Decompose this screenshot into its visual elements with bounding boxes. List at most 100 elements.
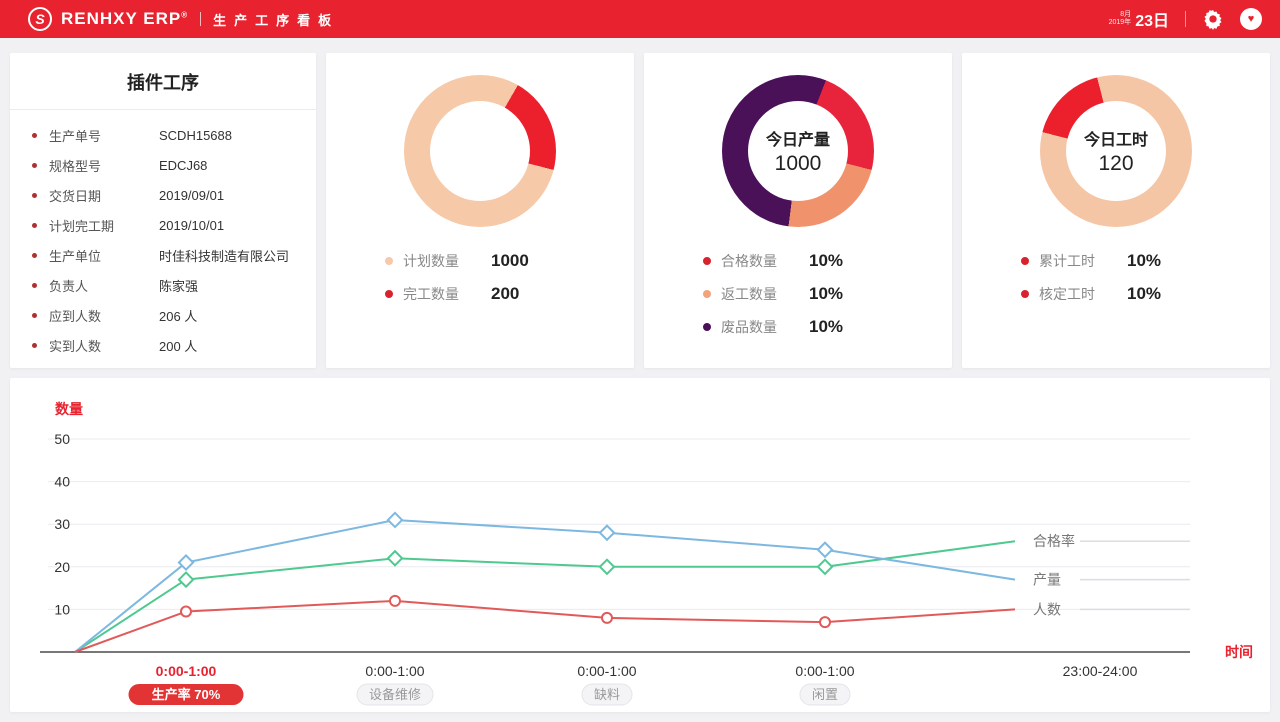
info-label: 负责人	[49, 278, 89, 294]
info-row: 交货日期 2019/09/01	[32, 180, 298, 210]
legend-label: 完工数量	[403, 286, 459, 302]
x-status-badge[interactable]	[128, 684, 244, 705]
bullet-icon	[32, 222, 37, 228]
page-title: 生产工序看板	[213, 12, 340, 28]
legend-label: 核定工时	[1039, 286, 1095, 302]
info-label: 生产单号	[49, 128, 102, 144]
date-day: 23日	[1135, 13, 1169, 30]
x-status-badge-label: 设备维修	[369, 687, 421, 702]
header-date: 8月 2019年 23日	[1109, 7, 1169, 31]
bullet-icon	[32, 192, 37, 198]
data-point-marker[interactable]	[819, 616, 831, 629]
donut-center-value: 120	[1098, 152, 1134, 175]
bullet-icon	[32, 132, 37, 138]
legend-row[interactable]: 合格数量 10%	[703, 251, 893, 271]
data-point-marker[interactable]	[180, 605, 192, 618]
x-status-badge[interactable]	[581, 683, 633, 706]
x-tick-label: 0:00-1:00	[577, 663, 636, 679]
data-point-marker[interactable]	[386, 511, 404, 529]
bullet-icon	[32, 282, 37, 288]
legend-value: 200	[491, 284, 520, 303]
user-avatar-icon[interactable]: ♥	[1240, 8, 1262, 30]
legend-value: 10%	[1127, 284, 1162, 303]
x-status-badge-label: 缺料	[594, 687, 620, 702]
bullet-icon	[32, 342, 37, 348]
data-point-marker[interactable]	[816, 541, 834, 559]
x-status-badge-label: 生产率 70%	[152, 687, 221, 702]
plan-vs-done-card: 计划数量 1000 完工数量 200	[326, 53, 634, 368]
legend-row[interactable]: 计划数量 1000	[385, 251, 575, 271]
series-end-label-合格率: 合格率	[1033, 533, 1075, 549]
info-value: 200 人	[159, 338, 198, 354]
info-label: 规格型号	[49, 158, 102, 174]
legend-value: 10%	[1127, 251, 1162, 270]
today-output-card: 今日产量 1000 合格数量 10% 返工数量 10% 废品数量 10%	[644, 53, 952, 368]
y-tick-label: 50	[54, 431, 70, 447]
legend-row[interactable]: 完工数量 200	[385, 284, 575, 304]
series-line-产量	[74, 518, 1016, 653]
legend-ring-icon	[703, 257, 711, 265]
app-header: S RENHXY ERP® 生产工序看板 8月 2019年 23日 ♥	[0, 0, 1280, 38]
data-point-marker[interactable]	[598, 524, 616, 542]
data-point-marker[interactable]	[816, 558, 834, 576]
settings-gear-icon[interactable]	[1202, 8, 1224, 30]
today-output-donut: 今日产量 1000	[722, 75, 874, 227]
data-point-marker[interactable]	[386, 549, 404, 567]
legend-label: 合格数量	[721, 253, 777, 269]
legend-ring-icon	[1021, 257, 1029, 265]
bullet-icon	[32, 162, 37, 168]
legend-row[interactable]: 废品数量 10%	[703, 317, 893, 337]
today-hours-card: 今日工时 120 累计工时 10% 核定工时 10%	[962, 53, 1270, 368]
info-value: 2019/09/01	[159, 187, 225, 203]
info-row: 实到人数 200 人	[32, 330, 298, 360]
x-tick-label: 0:00-1:00	[156, 663, 217, 679]
data-point-marker[interactable]	[389, 594, 401, 607]
date-year: 2019年	[1108, 19, 1132, 26]
x-status-badge[interactable]	[799, 683, 851, 706]
info-row: 规格型号 EDCJ68	[32, 150, 298, 180]
header-divider	[200, 12, 202, 26]
donut-center-value: 1000	[774, 152, 822, 175]
legend-row[interactable]: 累计工时 10%	[1021, 251, 1211, 271]
y-axis-title: 数量	[55, 401, 83, 417]
legend-label: 计划数量	[403, 253, 459, 269]
bullet-icon	[32, 252, 37, 258]
date-month: 8月	[1120, 11, 1132, 18]
info-label: 实到人数	[49, 338, 102, 354]
x-status-badge[interactable]	[356, 683, 434, 706]
info-value: SCDH15688	[159, 127, 232, 143]
legend-row[interactable]: 核定工时 10%	[1021, 284, 1211, 304]
info-value: 206 人	[159, 308, 198, 324]
header-divider	[1185, 11, 1186, 27]
x-tick-label: 0:00-1:00	[795, 663, 854, 679]
info-row: 生产单位 时佳科技制造有限公司	[32, 240, 298, 270]
info-value: 陈家强	[159, 278, 199, 294]
legend-ring-icon	[1021, 290, 1029, 298]
info-value: 时佳科技制造有限公司	[159, 248, 290, 264]
plan-vs-done-donut	[404, 75, 556, 227]
data-point-marker[interactable]	[177, 554, 195, 572]
donut-center-label: 今日工时	[1083, 132, 1148, 149]
y-tick-label: 30	[54, 516, 70, 532]
info-label: 计划完工期	[49, 218, 115, 234]
info-row: 生产单号 SCDH15688	[32, 120, 298, 150]
legend-value: 1000	[491, 251, 529, 270]
legend-label: 累计工时	[1039, 253, 1095, 269]
info-value: 2019/10/01	[159, 217, 225, 233]
x-tick-label: 23:00-24:00	[1063, 663, 1138, 679]
data-point-marker[interactable]	[598, 558, 616, 576]
series-line-合格率	[74, 540, 1016, 653]
series-end-label-人数: 人数	[1033, 601, 1061, 617]
data-point-marker[interactable]	[177, 571, 195, 589]
data-point-marker[interactable]	[601, 611, 613, 624]
legend-ring-icon	[385, 290, 393, 298]
legend-ring-icon	[703, 323, 711, 331]
legend-row[interactable]: 返工数量 10%	[703, 284, 893, 304]
brand-logo-icon: S	[28, 7, 52, 31]
legend-value: 10%	[809, 284, 844, 303]
info-row: 负责人 陈家强	[32, 270, 298, 300]
x-tick-label: 0:00-1:00	[365, 663, 424, 679]
info-row: 应到人数 206 人	[32, 300, 298, 330]
today-hours-donut: 今日工时 120	[1040, 75, 1192, 227]
hourly-trend-chart-card: 数量 50 40 30 20 10 时间 合格率 产量 人数 0:00-1:00 生产率 70% 0:0…	[10, 378, 1270, 712]
